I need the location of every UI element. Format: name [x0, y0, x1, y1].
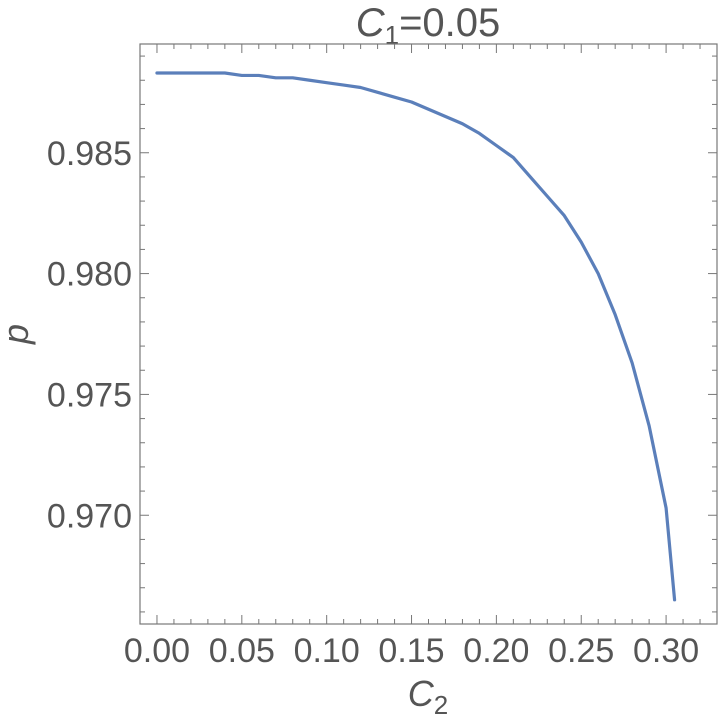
chart-title-main: C [356, 1, 386, 45]
x-axis-title-main: C [408, 673, 435, 714]
x-tick-label: 0.25 [548, 632, 614, 670]
data-series-line [155, 71, 677, 602]
y-tick-label: 0.985 [47, 135, 132, 173]
chart-title-rest: =0.05 [399, 1, 500, 45]
x-tick-label: 0.10 [294, 632, 360, 670]
chart-title: C1=0.05 [356, 1, 501, 50]
x-tick-label: 0.05 [209, 632, 275, 670]
y-axis-title: p [0, 324, 36, 345]
y-tick-label: 0.975 [47, 376, 132, 414]
x-tick-label: 0.20 [463, 632, 529, 670]
x-tick-label: 0.30 [633, 632, 699, 670]
chart-title-sub: 1 [385, 20, 399, 50]
x-axis-title-sub: 2 [434, 690, 448, 716]
x-axis-ticks: 0.00 0.05 0.10 0.15 0.20 0.25 0.30 [124, 44, 701, 670]
x-tick-label: 0.00 [124, 632, 190, 670]
x-tick-label: 0.15 [378, 632, 444, 670]
y-tick-label: 0.970 [47, 497, 132, 535]
y-tick-label: 0.980 [47, 256, 132, 294]
plot-frame [139, 43, 718, 625]
y-axis-ticks: 0.970 0.975 0.980 0.985 [47, 55, 717, 613]
x-axis-title: C2 [408, 673, 448, 716]
